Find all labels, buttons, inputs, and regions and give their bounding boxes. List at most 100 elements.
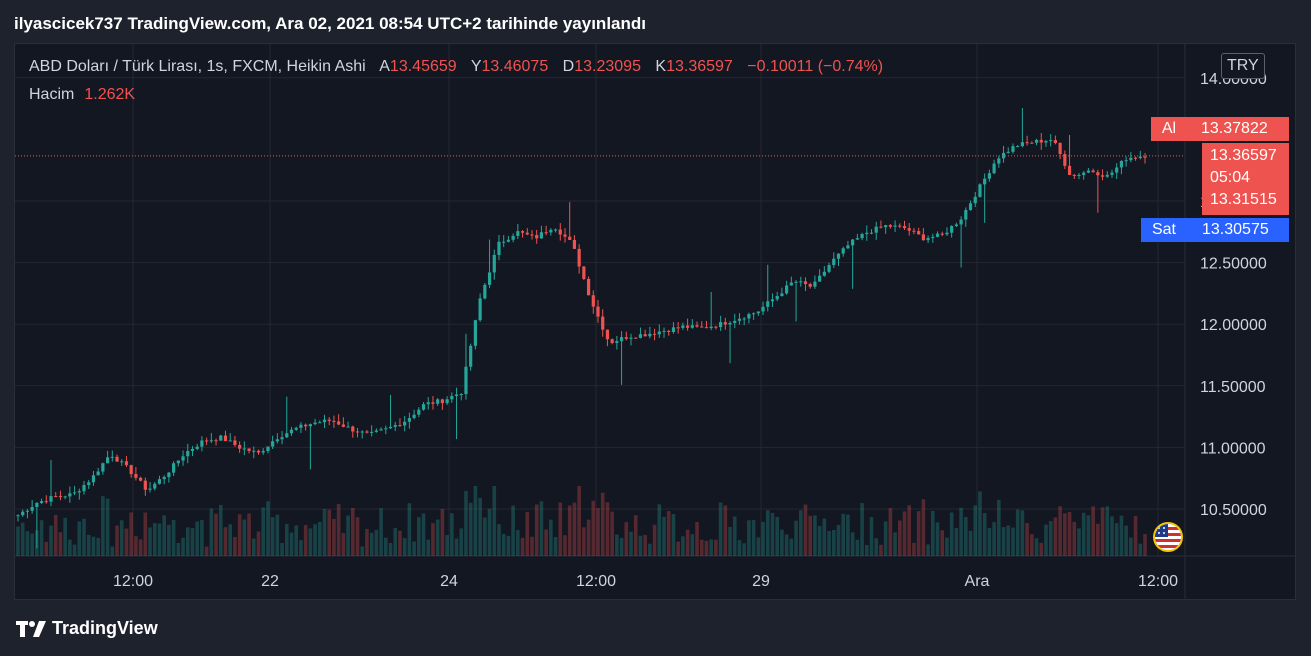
candle-body: [553, 229, 558, 231]
candle-body: [558, 229, 562, 235]
candle-body: [766, 301, 770, 307]
volume-bar: [926, 544, 930, 556]
candle-body: [723, 322, 727, 325]
candle-body: [436, 399, 440, 404]
candle-body: [459, 394, 463, 396]
candle-body: [25, 510, 30, 512]
candle-body: [63, 496, 67, 498]
volume-bar: [86, 534, 91, 556]
us-flag-icon[interactable]: [1153, 522, 1183, 552]
candle-body: [487, 272, 492, 285]
volume-label[interactable]: Hacim: [29, 86, 75, 103]
candle-body: [652, 333, 657, 335]
volume-bar: [765, 510, 770, 556]
candle-body: [818, 275, 822, 282]
candle-body: [355, 431, 360, 433]
candle-body: [714, 326, 718, 328]
candle-body: [1143, 156, 1147, 158]
candle-body: [308, 424, 312, 427]
candle-body: [596, 306, 600, 317]
volume-bar: [464, 490, 468, 556]
volume-bar: [369, 532, 374, 556]
volume-bar: [516, 530, 520, 556]
volume-bar: [63, 517, 67, 556]
candle-body: [610, 339, 614, 344]
volume-bar: [299, 540, 303, 556]
symbol-name[interactable]: ABD Doları / Türk Lirası, 1s, FXCM, Heik…: [29, 58, 366, 75]
candle-body: [568, 236, 572, 240]
price-chart[interactable]: 10.50000 11.00000 11.50000 12.00000 12.50000…: [15, 44, 1296, 600]
candle-body: [525, 232, 529, 235]
candle-body: [172, 463, 176, 473]
volume-bar: [864, 544, 869, 556]
candle-body: [516, 231, 520, 236]
candle-body: [68, 493, 72, 497]
volume-bar: [388, 542, 393, 556]
volume-bar: [780, 529, 784, 556]
candle-body: [1091, 170, 1095, 173]
sell-label: Sat: [1151, 221, 1176, 238]
volume-bar: [973, 505, 978, 556]
candle-body: [478, 298, 482, 321]
volume-bar: [629, 531, 633, 556]
tradingview-logo[interactable]: TradingView: [16, 618, 158, 639]
volume-bar: [440, 508, 445, 556]
volume-bar: [869, 517, 874, 556]
volume-bar: [134, 536, 138, 556]
candle-body: [483, 284, 487, 299]
volume-bar: [756, 537, 761, 556]
candle-body: [888, 225, 892, 227]
candle-body: [907, 228, 911, 231]
candle-body: [1039, 139, 1043, 143]
volume-bar: [685, 529, 690, 556]
candle-body: [417, 409, 421, 415]
volume-bar: [1129, 537, 1133, 556]
candle-body: [289, 429, 294, 434]
volume-bar: [761, 521, 765, 556]
volume-bar: [1086, 515, 1091, 556]
candle-body: [648, 333, 652, 337]
candle-body: [200, 440, 204, 447]
volume-bar: [982, 513, 987, 556]
volume-bar: [916, 511, 921, 556]
volume-bar: [624, 522, 629, 556]
volume-bar: [350, 507, 355, 556]
volume-bar: [322, 508, 327, 556]
candle-body: [619, 337, 624, 342]
candle-body: [322, 419, 327, 423]
volume-bar: [218, 504, 223, 556]
volume-bar: [148, 527, 152, 556]
candle-body: [497, 241, 501, 255]
currency-badge[interactable]: TRY: [1221, 53, 1265, 79]
candle-body: [153, 483, 157, 489]
volume-bar: [1011, 527, 1015, 556]
candle-body: [780, 293, 784, 297]
volume-bar: [473, 486, 478, 556]
candle-body: [605, 329, 610, 340]
candle-body: [167, 472, 171, 477]
candle-body: [139, 477, 143, 481]
candle-body: [49, 496, 53, 502]
volume-bar: [1105, 506, 1110, 556]
last-price: 13.36597: [1210, 147, 1277, 164]
volume-bar: [53, 514, 58, 556]
candle-body: [332, 420, 336, 422]
high-value: 13.46075: [481, 58, 549, 75]
candle-body: [393, 425, 397, 427]
candle-body: [280, 437, 284, 440]
volume-bar: [1030, 534, 1034, 556]
tradingview-logo-icon: [16, 620, 46, 637]
volume-bar: [266, 501, 270, 556]
candle-body: [44, 501, 48, 503]
candle-body: [827, 265, 831, 272]
volume-bar: [699, 539, 704, 556]
candle-body: [530, 234, 534, 236]
high-label: Y: [470, 58, 482, 75]
candle-body: [577, 248, 581, 267]
candle-body: [973, 196, 977, 204]
volume-bar: [417, 517, 421, 556]
chart-panel[interactable]: 10.50000 11.00000 11.50000 12.00000 12.50000…: [14, 43, 1296, 600]
volume-bar: [275, 514, 280, 556]
candle-body: [728, 323, 732, 325]
candle-body: [205, 440, 209, 442]
